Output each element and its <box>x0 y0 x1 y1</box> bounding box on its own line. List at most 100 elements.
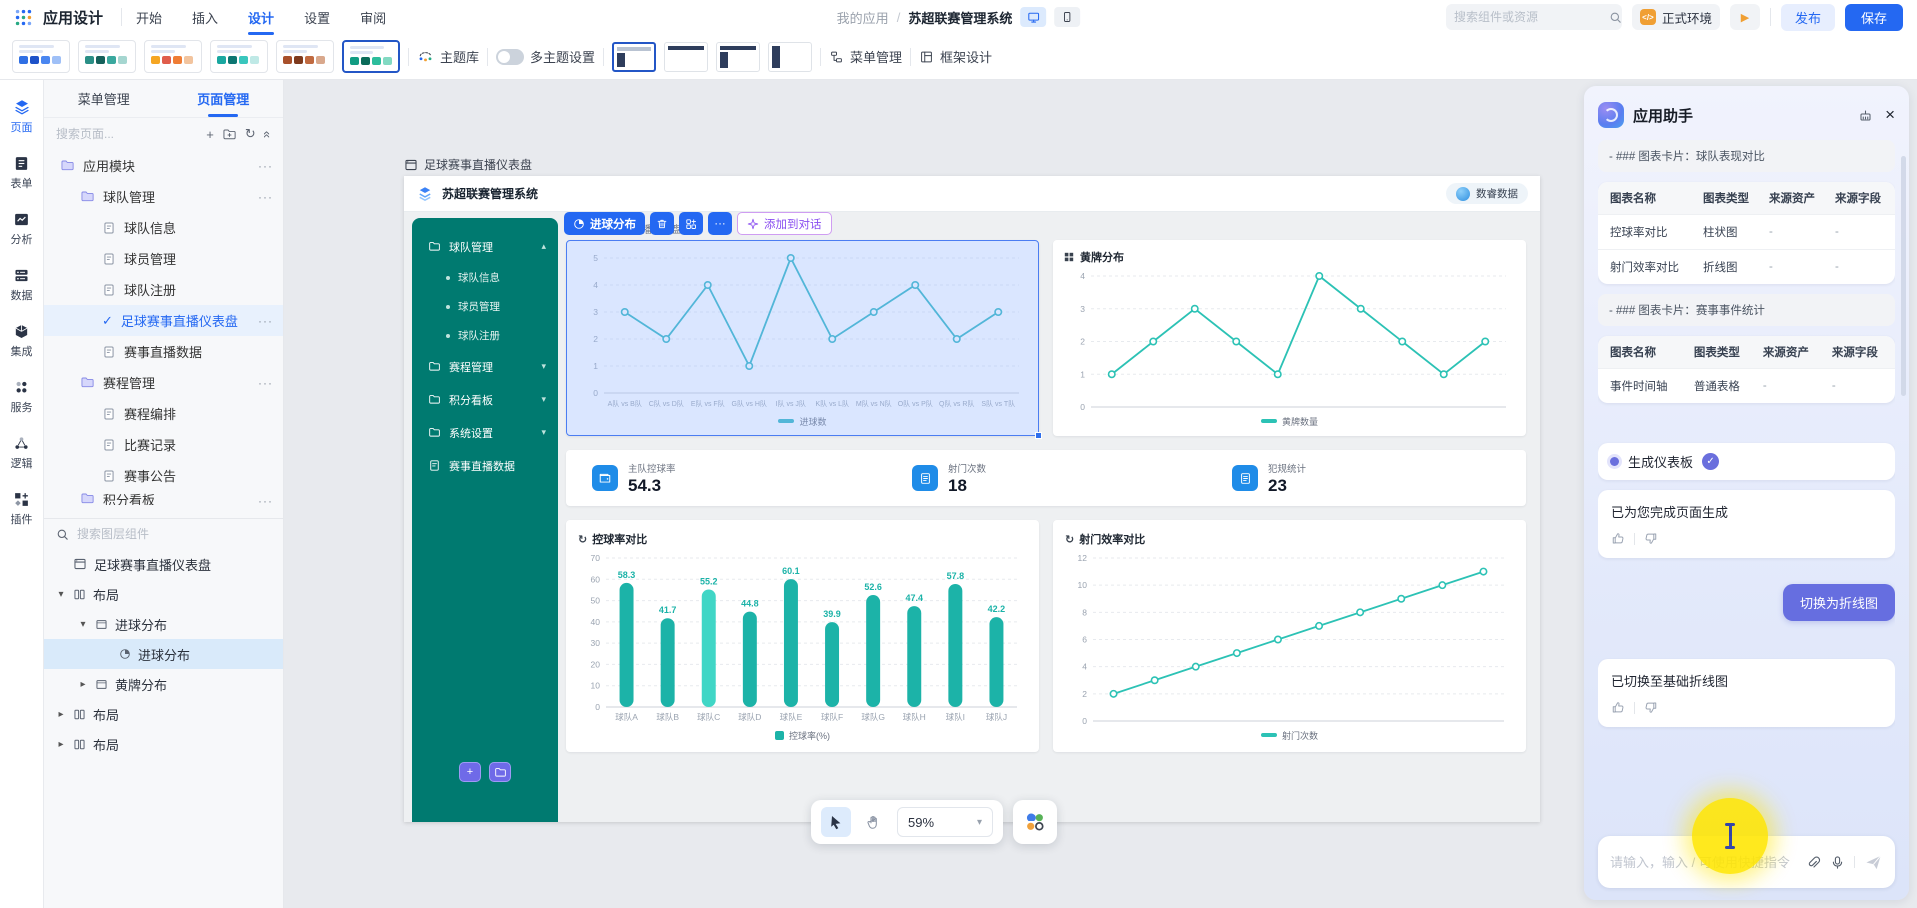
toggle-off-icon[interactable] <box>496 48 525 65</box>
layout-option-top-left[interactable] <box>612 41 657 72</box>
mobile-view-button[interactable] <box>1054 7 1081 27</box>
top-menu-item[interactable]: 设计 <box>248 0 274 35</box>
layer-item[interactable]: ▸ 黄牌分布 <box>44 669 283 699</box>
microphone-icon[interactable] <box>1830 855 1845 870</box>
theme-swatch[interactable] <box>210 40 268 73</box>
tree-item[interactable]: 赛程编排 <box>44 398 283 429</box>
tree-item[interactable]: 球队注册 <box>44 274 283 305</box>
design-canvas[interactable]: 足球赛事直播仪表盘 苏超联赛管理系统 数睿数据 球队管理 ▴ 球队信息 球员管理 球队注… <box>284 80 1584 908</box>
breadcrumb-parent[interactable]: 我的应用 <box>836 10 889 26</box>
chart-legend[interactable]: 射门次数 <box>1065 728 1514 742</box>
close-icon[interactable]: × <box>1885 105 1895 124</box>
frame-design-button[interactable]: 框架设计 <box>919 47 992 66</box>
attachment-icon[interactable] <box>1806 855 1821 870</box>
caret-right-icon[interactable]: ▸ <box>58 708 64 720</box>
tree-item[interactable]: 赛程管理 ··· <box>44 367 283 398</box>
layer-search-input[interactable] <box>77 527 271 541</box>
zoom-level-dropdown[interactable]: 59% ▾ <box>897 807 993 837</box>
tree-item[interactable]: ✓ 足球赛事直播仪表盘 ··· <box>44 305 283 336</box>
send-icon[interactable] <box>1864 853 1883 872</box>
delete-widget-button[interactable] <box>650 212 674 235</box>
pointer-tool-button[interactable] <box>821 807 851 837</box>
smartbi-logo-button[interactable] <box>1013 800 1057 844</box>
selected-widget-chip[interactable]: 进球分布 <box>564 212 645 235</box>
stat-card-item[interactable]: 犯规统计 23 <box>1206 461 1526 496</box>
page-search-input[interactable] <box>56 127 199 141</box>
user-message[interactable]: 切换为折线图 <box>1782 584 1895 621</box>
rail-item-plugin[interactable]: 插件 <box>0 483 43 535</box>
caret-down-icon[interactable]: ▾ <box>80 618 86 630</box>
stat-card-item[interactable]: 射门次数 18 <box>886 461 1206 496</box>
dash-menu-item[interactable]: 球队管理 ▴ <box>412 230 558 263</box>
dash-menu-item[interactable]: 球队注册 <box>412 321 558 350</box>
more-icon[interactable]: ··· <box>258 494 273 505</box>
top-menu-item[interactable]: 插入 <box>192 10 219 26</box>
tree-item[interactable]: 比赛记录 <box>44 429 283 460</box>
component-search[interactable] <box>1445 4 1622 30</box>
top-menu-item[interactable]: 审阅 <box>360 10 387 26</box>
yellow-cards-chart-card[interactable]: 黄牌分布 0 1 2 3 4 黄牌数量 <box>1053 240 1526 436</box>
stat-card-item[interactable]: 主队控球率 54.3 <box>566 461 886 496</box>
dash-menu-item[interactable]: 赛事直播数据 <box>412 449 558 482</box>
sidebar-folder-button[interactable] <box>489 762 511 782</box>
theme-swatch[interactable] <box>276 40 334 73</box>
more-icon[interactable]: ··· <box>258 375 273 390</box>
rail-item-analysis[interactable]: 分析 <box>0 203 43 255</box>
layer-item[interactable]: ▸ 布局 <box>44 699 283 729</box>
layer-item[interactable]: ▾ 布局 <box>44 579 283 609</box>
shot-efficiency-chart-card[interactable]: ↻ 射门效率对比 0 2 4 6 8 10 12 射门次数 <box>1053 520 1526 752</box>
dash-menu-item[interactable]: 积分看板 ▾ <box>412 383 558 416</box>
app-grid-logo-icon[interactable] <box>14 8 33 27</box>
refresh-icon[interactable]: ↻ <box>244 126 256 141</box>
scrollbar[interactable] <box>1901 156 1906 396</box>
tree-item[interactable]: 球队管理 ··· <box>44 181 283 212</box>
dashboard-frame[interactable]: 苏超联赛管理系统 数睿数据 球队管理 ▴ 球队信息 球员管理 球队注册 赛程管理 ▾ 积分看板… <box>404 176 1540 822</box>
top-menu-item[interactable]: 开始 <box>136 10 163 26</box>
rail-item-datasvc[interactable]: 数据 <box>0 259 43 311</box>
stat-cards-row[interactable]: 主队控球率 54.3 射门次数 18 犯规统计 23 <box>566 450 1526 506</box>
possession-chart-card[interactable]: ↻ 控球率对比 0 10 20 30 40 50 60 70 58.3 41.7 55.2 44.8 6… <box>566 520 1039 752</box>
tree-item[interactable]: 赛事直播数据 <box>44 336 283 367</box>
more-icon[interactable]: ··· <box>258 313 273 328</box>
layout-option-top-left-dark[interactable] <box>716 41 761 72</box>
replace-component-button[interactable] <box>679 212 703 235</box>
thumbs-down-icon[interactable] <box>1643 531 1658 546</box>
thumbs-up-icon[interactable] <box>1611 700 1626 715</box>
dash-menu-item[interactable]: 赛程管理 ▾ <box>412 350 558 383</box>
more-icon[interactable]: ··· <box>258 189 273 204</box>
preview-run-button[interactable]: ▶ <box>1729 4 1760 30</box>
tree-item[interactable]: 球员管理 <box>44 243 283 274</box>
chart-legend[interactable]: 控球率(%) <box>578 728 1027 742</box>
layer-item[interactable]: ▸ 布局 <box>44 729 283 759</box>
search-icon[interactable] <box>1609 11 1622 24</box>
component-search-input[interactable] <box>1453 10 1609 24</box>
theme-library-button[interactable]: 主题库 <box>417 47 479 66</box>
goals-chart-card[interactable]: 进球分布 ··· 添加到对话 0 1 2 3 4 5 A队 vs B队 C队 v <box>564 212 1042 439</box>
rail-item-integration[interactable]: 集成 <box>0 315 43 367</box>
layout-option-left-dark[interactable] <box>768 41 813 72</box>
thumbs-down-icon[interactable] <box>1643 700 1658 715</box>
rail-item-form[interactable]: 表单 <box>0 147 43 199</box>
theme-swatch[interactable] <box>78 40 136 73</box>
theme-swatch[interactable] <box>12 40 70 73</box>
layout-option-top-dark[interactable] <box>664 41 709 72</box>
user-badge[interactable]: 数睿数据 <box>1446 183 1528 204</box>
layer-item[interactable]: 进球分布 <box>44 639 283 669</box>
more-icon[interactable]: ··· <box>258 158 273 173</box>
rail-item-service[interactable]: 服务 <box>0 371 43 423</box>
tree-item[interactable]: 应用模块 ··· <box>44 150 283 181</box>
publish-button[interactable]: 发布 <box>1780 3 1835 31</box>
clear-chat-icon[interactable] <box>1858 108 1873 123</box>
tree-item[interactable]: 积分看板 ··· <box>44 491 283 505</box>
layer-item[interactable]: ▾ 进球分布 <box>44 609 283 639</box>
explorer-tab[interactable]: 页面管理 <box>164 80 284 117</box>
add-folder-icon[interactable] <box>222 127 237 142</box>
rail-item-pages[interactable]: 页面 <box>0 90 43 143</box>
dash-menu-item[interactable]: 球员管理 <box>412 292 558 321</box>
more-actions-button[interactable]: ··· <box>708 212 732 235</box>
add-page-icon[interactable]: + <box>206 126 214 142</box>
multi-theme-toggle[interactable]: 多主题设置 <box>496 47 595 66</box>
theme-swatch[interactable] <box>144 40 202 73</box>
tree-item[interactable]: 球队信息 <box>44 212 283 243</box>
caret-right-icon[interactable]: ▸ <box>80 678 86 690</box>
